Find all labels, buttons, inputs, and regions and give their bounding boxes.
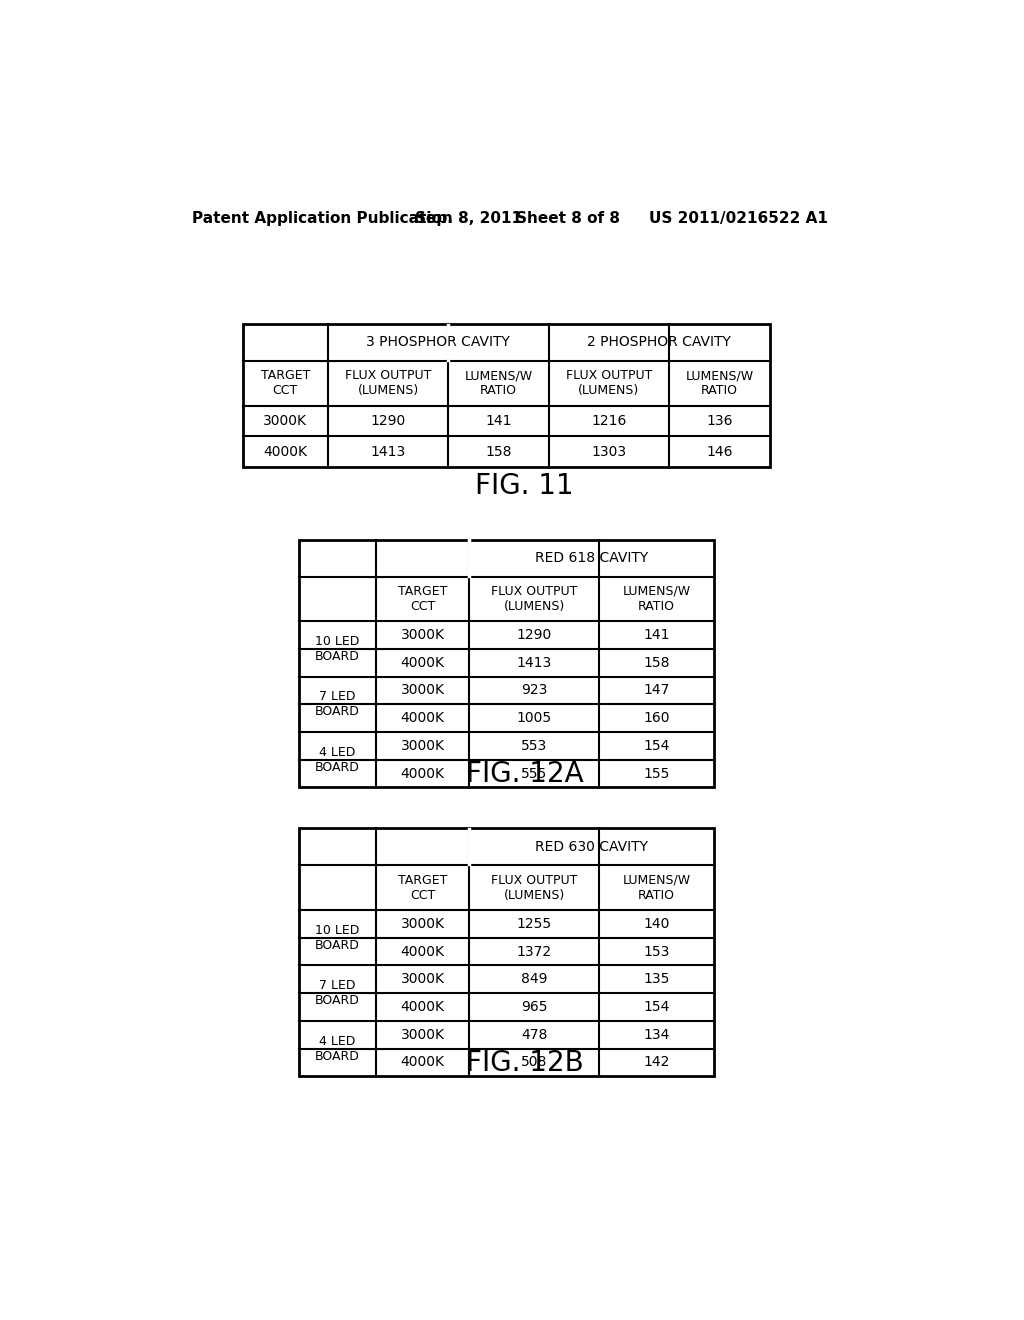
Text: 4000K: 4000K: [400, 711, 444, 725]
Text: 965: 965: [521, 1001, 548, 1014]
Text: 4 LED
BOARD: 4 LED BOARD: [314, 1035, 359, 1063]
Text: FIG. 11: FIG. 11: [475, 471, 574, 500]
Text: 10 LED
BOARD: 10 LED BOARD: [314, 635, 359, 663]
Text: 1290: 1290: [516, 628, 552, 642]
Text: FLUX OUTPUT
(LUMENS): FLUX OUTPUT (LUMENS): [565, 370, 652, 397]
Text: 1303: 1303: [591, 445, 627, 459]
Text: 134: 134: [643, 1028, 670, 1041]
Text: 158: 158: [643, 656, 670, 669]
Text: LUMENS/W
RATIO: LUMENS/W RATIO: [623, 874, 690, 902]
Text: Sheet 8 of 8: Sheet 8 of 8: [515, 211, 620, 226]
Text: 155: 155: [643, 767, 670, 780]
Text: 2 PHOSPHOR CAVITY: 2 PHOSPHOR CAVITY: [588, 335, 731, 350]
Text: 923: 923: [521, 684, 547, 697]
Text: 1372: 1372: [516, 945, 552, 958]
Text: 3000K: 3000K: [400, 917, 444, 931]
Text: 1255: 1255: [516, 917, 552, 931]
Text: 478: 478: [521, 1028, 547, 1041]
Text: 1005: 1005: [516, 711, 552, 725]
Text: 140: 140: [643, 917, 670, 931]
Text: LUMENS/W
RATIO: LUMENS/W RATIO: [465, 370, 532, 397]
Text: US 2011/0216522 A1: US 2011/0216522 A1: [649, 211, 827, 226]
Text: FIG. 12B: FIG. 12B: [466, 1049, 584, 1077]
Text: 3000K: 3000K: [400, 739, 444, 752]
Text: 146: 146: [707, 445, 732, 459]
Text: 10 LED
BOARD: 10 LED BOARD: [314, 924, 359, 952]
Text: LUMENS/W
RATIO: LUMENS/W RATIO: [685, 370, 754, 397]
Text: 4 LED
BOARD: 4 LED BOARD: [314, 746, 359, 774]
Text: 3000K: 3000K: [400, 973, 444, 986]
Text: FIG. 12A: FIG. 12A: [466, 760, 584, 788]
Text: 7 LED
BOARD: 7 LED BOARD: [314, 690, 359, 718]
Text: 7 LED
BOARD: 7 LED BOARD: [314, 979, 359, 1007]
Text: 141: 141: [643, 628, 670, 642]
Text: RED 618 CAVITY: RED 618 CAVITY: [535, 550, 648, 565]
Bar: [299, 829, 714, 1076]
Text: FLUX OUTPUT
(LUMENS): FLUX OUTPUT (LUMENS): [345, 370, 431, 397]
Text: TARGET
CCT: TARGET CCT: [261, 370, 310, 397]
Text: FLUX OUTPUT
(LUMENS): FLUX OUTPUT (LUMENS): [490, 874, 578, 902]
Text: 508: 508: [521, 1056, 547, 1069]
Text: TARGET
CCT: TARGET CCT: [397, 585, 447, 612]
Text: 4000K: 4000K: [400, 656, 444, 669]
Text: 135: 135: [643, 973, 670, 986]
Text: 553: 553: [521, 739, 547, 752]
Bar: [299, 540, 714, 788]
Text: 4000K: 4000K: [263, 445, 307, 459]
Text: 4000K: 4000K: [400, 1001, 444, 1014]
Text: 3000K: 3000K: [263, 414, 307, 428]
Text: 154: 154: [643, 1001, 670, 1014]
Text: Sep. 8, 2011: Sep. 8, 2011: [415, 211, 522, 226]
Text: FLUX OUTPUT
(LUMENS): FLUX OUTPUT (LUMENS): [490, 585, 578, 612]
Text: 1413: 1413: [371, 445, 406, 459]
Text: 1413: 1413: [516, 656, 552, 669]
Text: 147: 147: [643, 684, 670, 697]
Text: 141: 141: [485, 414, 512, 428]
Text: 1290: 1290: [371, 414, 406, 428]
Text: 849: 849: [521, 973, 548, 986]
Text: 3000K: 3000K: [400, 1028, 444, 1041]
Text: LUMENS/W
RATIO: LUMENS/W RATIO: [623, 585, 690, 612]
Text: 3000K: 3000K: [400, 628, 444, 642]
Text: 142: 142: [643, 1056, 670, 1069]
Bar: [243, 323, 770, 467]
Text: RED 630 CAVITY: RED 630 CAVITY: [535, 840, 648, 854]
Text: 154: 154: [643, 739, 670, 752]
Text: 555: 555: [521, 767, 547, 780]
Text: 1216: 1216: [591, 414, 627, 428]
Text: 158: 158: [485, 445, 512, 459]
Text: TARGET
CCT: TARGET CCT: [397, 874, 447, 902]
Text: 160: 160: [643, 711, 670, 725]
Text: 4000K: 4000K: [400, 1056, 444, 1069]
Text: 4000K: 4000K: [400, 767, 444, 780]
Text: 136: 136: [707, 414, 732, 428]
Text: 3000K: 3000K: [400, 684, 444, 697]
Text: 153: 153: [643, 945, 670, 958]
Text: 4000K: 4000K: [400, 945, 444, 958]
Text: Patent Application Publication: Patent Application Publication: [191, 211, 453, 226]
Text: 3 PHOSPHOR CAVITY: 3 PHOSPHOR CAVITY: [367, 335, 510, 350]
